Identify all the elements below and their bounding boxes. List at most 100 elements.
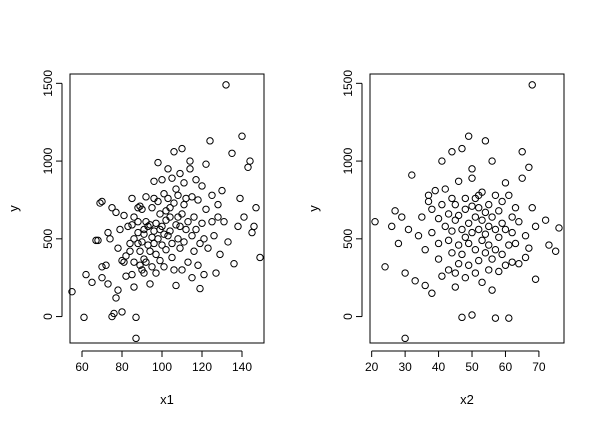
y-tick-label: 0 [341, 313, 355, 320]
data-point [228, 149, 236, 158]
data-point [431, 186, 439, 195]
data-point [130, 283, 138, 291]
data-point [461, 194, 470, 203]
data-point [464, 219, 473, 227]
data-point [208, 191, 216, 199]
data-point [96, 199, 104, 207]
data-point [541, 216, 550, 224]
data-point [244, 163, 252, 171]
data-point [216, 250, 224, 259]
data-point [451, 200, 459, 209]
scatter-panel-x1: 60 80 100 120 140 0 500 1000 1500 x1 y [6, 70, 265, 407]
data-point [488, 255, 496, 263]
data-point [156, 256, 164, 265]
data-point [152, 219, 160, 227]
data-point [491, 246, 500, 254]
data-point [104, 280, 112, 288]
data-point [498, 219, 506, 227]
y-axis-title: y [306, 205, 321, 212]
data-point [381, 263, 389, 271]
data-point [448, 249, 456, 257]
data-point [398, 213, 406, 221]
data-point [521, 253, 530, 262]
data-point [401, 334, 409, 343]
data-point [468, 311, 476, 319]
data-point [508, 258, 516, 266]
data-point [208, 218, 216, 226]
data-point [164, 165, 172, 173]
x-tick-label: 30 [398, 360, 412, 374]
data-point [448, 148, 456, 156]
data-point [116, 225, 124, 234]
data-point [132, 313, 140, 322]
data-point [148, 204, 156, 212]
data-point [434, 239, 443, 248]
data-point [458, 313, 466, 322]
data-point [126, 247, 134, 255]
data-point [180, 200, 188, 209]
y-axis-title: y [6, 205, 21, 212]
x-tick-label: 50 [465, 360, 479, 374]
data-point [478, 188, 486, 196]
data-point [495, 207, 503, 215]
data-point [505, 241, 513, 249]
data-point [454, 177, 463, 185]
data-point [152, 269, 160, 277]
data-point [545, 241, 553, 249]
y-tick-label: 500 [341, 228, 355, 248]
data-point [138, 238, 146, 246]
data-point [461, 273, 470, 282]
data-point [140, 269, 148, 277]
data-point [98, 273, 106, 282]
data-point [172, 185, 180, 193]
data-point [144, 241, 152, 249]
data-point [438, 157, 446, 165]
data-point [68, 287, 76, 296]
data-point [394, 239, 403, 248]
data-point [108, 204, 116, 212]
data-point [186, 157, 194, 165]
data-point [448, 194, 456, 203]
data-point [498, 250, 506, 259]
data-point [110, 309, 118, 318]
data-point [224, 238, 232, 246]
data-point [485, 266, 493, 274]
data-point [152, 250, 160, 259]
data-point [168, 253, 176, 262]
data-point [404, 225, 413, 234]
data-point [94, 236, 102, 245]
data-point [428, 228, 436, 237]
x-tick-label: 80 [115, 360, 129, 374]
data-point [481, 208, 490, 217]
data-point [495, 233, 503, 241]
data-point [491, 314, 500, 322]
data-point [250, 222, 258, 231]
data-point [421, 281, 429, 290]
data-point [464, 261, 473, 269]
data-point [154, 235, 162, 243]
data-point [142, 258, 150, 266]
data-point [478, 236, 486, 245]
data-point [424, 197, 433, 206]
data-point [468, 228, 476, 237]
y-tick-label: 0 [41, 313, 55, 320]
data-point [220, 218, 228, 226]
data-point [154, 197, 162, 206]
data-point [458, 250, 466, 259]
data-point [160, 230, 168, 238]
data-point [114, 244, 122, 252]
data-point [485, 200, 493, 209]
data-point [238, 132, 246, 140]
data-point [515, 218, 523, 226]
data-point [464, 132, 473, 140]
data-point [154, 158, 162, 167]
data-point [434, 214, 443, 223]
data-point [136, 261, 144, 269]
data-point [134, 218, 142, 226]
data-point [478, 278, 486, 287]
data-point [471, 246, 480, 254]
data-point [468, 202, 476, 210]
data-point [488, 213, 496, 221]
data-point [214, 213, 222, 221]
x-tick-label: 100 [152, 360, 172, 374]
